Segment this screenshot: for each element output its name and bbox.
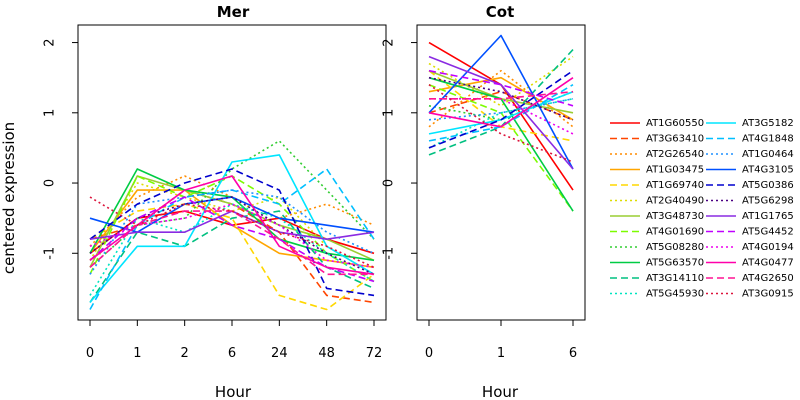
series-line-at4g0477 [428,77,574,128]
legend-item: AT4G3105 [706,165,794,176]
legend-label: AT4G0194 [742,242,794,253]
series-line-at1g0464 [428,98,574,121]
legend-label: AT3G5182 [742,118,794,129]
y-tick-label: 2 [43,38,58,46]
legend-item: AT4G01690 [610,227,704,238]
legend-item: AT1G0464 [706,149,794,160]
legend-item: AT5G4452 [706,227,794,238]
legend-label: AT4G0477 [742,258,794,269]
legend-label: AT5G0386 [742,180,794,191]
legend-item: AT5G6298 [706,196,794,207]
series-line-at1g0464 [89,189,375,275]
legend-item: AT1G69740 [610,180,704,191]
legend: AT1G60550 AT3G63410 AT2G26540 AT1G03475 AT1G… [610,118,794,300]
legend-label: AT2G26540 [646,149,704,160]
legend-label: AT5G08280 [646,242,704,253]
y-tick-label: -1 [382,247,397,260]
legend-label: AT5G6298 [742,196,794,207]
legend-item: AT5G0386 [706,180,794,191]
series-line-at5g4452 [428,69,574,107]
x-tick-label: 1 [133,346,141,361]
x-tick-label: 6 [228,346,236,361]
y-tick-label: 1 [382,109,397,117]
legend-label: AT1G0464 [742,149,794,160]
legend-label: AT1G60550 [646,118,704,129]
legend-label: AT3G63410 [646,134,704,145]
series-line-at3g63410 [428,90,574,121]
legend-item: AT3G5182 [706,118,794,129]
panel-title-mer: Mer [217,3,250,21]
legend-item: AT3G48730 [610,211,704,222]
series-lines [89,140,375,311]
series-line-at1g1765 [428,55,574,170]
x-tick-label: 1 [497,346,505,361]
series-line-at5g4452 [89,196,375,283]
legend-label: AT3G48730 [646,211,704,222]
legend-item: AT5G45930 [610,289,704,300]
legend-item: AT4G1848 [706,134,794,145]
legend-label: AT2G40490 [646,196,704,207]
legend-label: AT5G63570 [646,258,704,269]
series-line-at3g0915 [89,196,375,269]
series-line-at4g2650 [429,90,574,100]
y-axis-label: centered expression [0,122,18,274]
legend-label: AT5G45930 [646,289,704,300]
series-line-at2g40490 [428,55,574,107]
panel-cot: Cot Hour 0 1 6 -1 0 1 2 [382,3,586,400]
legend-item: AT5G63570 [610,258,704,269]
legend-item: AT3G63410 [610,134,704,145]
legend-item: AT4G2650 [706,273,794,284]
legend-item: AT2G26540 [610,149,704,160]
legend-label: AT4G3105 [742,165,794,176]
y-tick-label: 0 [382,179,397,187]
y-tick-label: -1 [43,247,58,260]
legend-label: AT3G0915 [742,289,794,300]
legend-item: AT5G08280 [610,242,704,253]
x-tick-label: 0 [425,346,433,361]
legend-label: AT5G4452 [742,227,794,238]
x-tick-label: 48 [318,346,335,361]
legend-item: AT1G60550 [610,118,704,129]
x-axis-label-cot: Hour [482,383,519,400]
series-line-at2g26540 [428,69,574,128]
legend-label: AT1G03475 [646,165,704,176]
legend-item: AT4G0477 [706,258,794,269]
series-line-at4g1848 [428,84,574,142]
y-tick-label: 1 [43,109,58,117]
series-line-at4g3105 [428,34,574,170]
legend-item: AT3G0915 [706,289,794,300]
series-line-at2g40490 [89,182,375,275]
legend-item: AT4G0194 [706,242,794,253]
x-tick-label: 24 [271,346,288,361]
series-line-at5g0386 [89,168,375,297]
legend-label: AT1G1765 [742,211,794,222]
panel-mer: Mer Hour centered expression 0 1 2 6 24 48 72 -… [0,3,387,400]
x-tick-label: 0 [86,346,94,361]
legend-item: AT3G14110 [610,273,704,284]
series-line-at1g69740 [89,203,375,311]
series-lines [428,34,574,212]
legend-label: AT4G1848 [742,134,794,145]
legend-item: AT1G03475 [610,165,704,176]
x-tick-label: 6 [569,346,577,361]
panel-title-cot: Cot [486,3,514,21]
legend-label: AT4G2650 [742,273,794,284]
series-line-at4g2650 [89,210,374,276]
legend-item: AT1G1765 [706,211,794,222]
y-tick-label: 0 [43,179,58,187]
legend-item: AT2G40490 [610,196,704,207]
series-line-at5g0386 [428,70,574,149]
series-line-at5g6298 [89,196,375,276]
x-tick-label: 72 [366,346,383,361]
x-axis-label-mer: Hour [215,383,252,400]
series-line-at5g45930 [89,203,375,296]
legend-label: AT4G01690 [646,227,704,238]
x-tick-label: 2 [181,346,189,361]
y-tick-label: 2 [382,38,397,46]
legend-label: AT3G14110 [646,273,704,284]
legend-label: AT1G69740 [646,180,704,191]
